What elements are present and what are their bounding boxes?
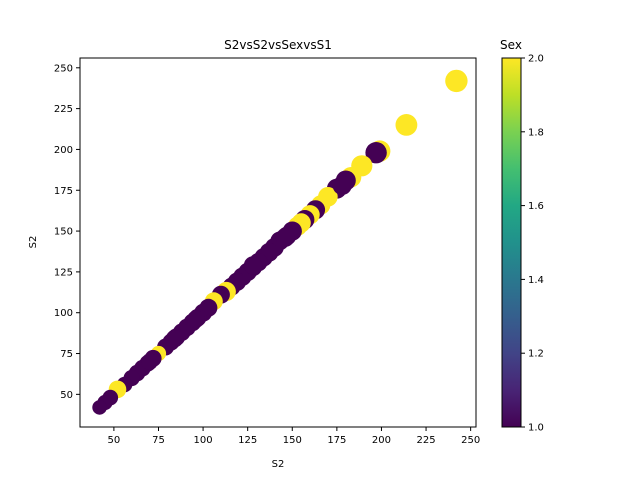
data-point-51 bbox=[275, 228, 295, 248]
x-tick-label: 100 bbox=[194, 435, 213, 446]
x-tick-label: 200 bbox=[372, 435, 391, 446]
data-point-50 bbox=[332, 175, 352, 195]
y-tick-label: 175 bbox=[54, 186, 73, 197]
chart-title: S2vsS2vsSexvsS1 bbox=[224, 38, 332, 52]
data-point-0 bbox=[445, 69, 468, 93]
y-tick-label: 125 bbox=[54, 267, 73, 278]
y-tick-label: 250 bbox=[54, 63, 73, 74]
y-tick-label: 50 bbox=[60, 390, 73, 401]
colorbar-tick-label: 2.0 bbox=[528, 54, 544, 65]
colorbar-tick-label: 1.6 bbox=[528, 201, 544, 212]
x-tick-label: 225 bbox=[417, 435, 436, 446]
x-axis-label: S2 bbox=[272, 459, 285, 470]
x-tick-label: 75 bbox=[152, 435, 165, 446]
data-point-1 bbox=[395, 114, 418, 136]
x-tick-label: 50 bbox=[108, 435, 121, 446]
y-axis: 50 75 100 125 150 175 200 225 250 bbox=[54, 63, 80, 401]
data-point-54 bbox=[165, 330, 184, 348]
colorbar-tick-label: 1.8 bbox=[528, 127, 544, 138]
y-tick-label: 225 bbox=[54, 104, 73, 115]
x-tick-label: 175 bbox=[327, 435, 346, 446]
y-axis-label: S2 bbox=[28, 236, 39, 249]
scatter-points bbox=[92, 69, 468, 415]
data-point-53 bbox=[187, 310, 205, 329]
x-tick-label: 250 bbox=[461, 435, 480, 446]
data-point-49 bbox=[92, 400, 107, 415]
colorbar-tick-label: 1.2 bbox=[528, 349, 544, 360]
y-tick-label: 100 bbox=[54, 308, 73, 319]
y-tick-label: 75 bbox=[60, 349, 73, 360]
colorbar-tick-label: 1.4 bbox=[528, 275, 544, 286]
colorbar bbox=[501, 57, 522, 428]
x-axis: 50 75 100 125 150 175 200 225 250 bbox=[108, 427, 480, 446]
colorbar-label: Sex bbox=[500, 38, 522, 52]
colorbar-axis: 1.0 1.2 1.4 1.6 1.8 2.0 bbox=[521, 54, 544, 434]
data-point-52 bbox=[243, 256, 263, 275]
x-tick-label: 125 bbox=[238, 435, 257, 446]
data-point-3 bbox=[365, 142, 387, 164]
x-tick-label: 150 bbox=[283, 435, 302, 446]
plot-frame bbox=[79, 57, 477, 428]
data-point-55 bbox=[141, 353, 158, 371]
y-tick-label: 150 bbox=[54, 227, 73, 238]
y-tick-label: 200 bbox=[54, 145, 73, 156]
colorbar-tick-label: 1.0 bbox=[528, 423, 544, 434]
